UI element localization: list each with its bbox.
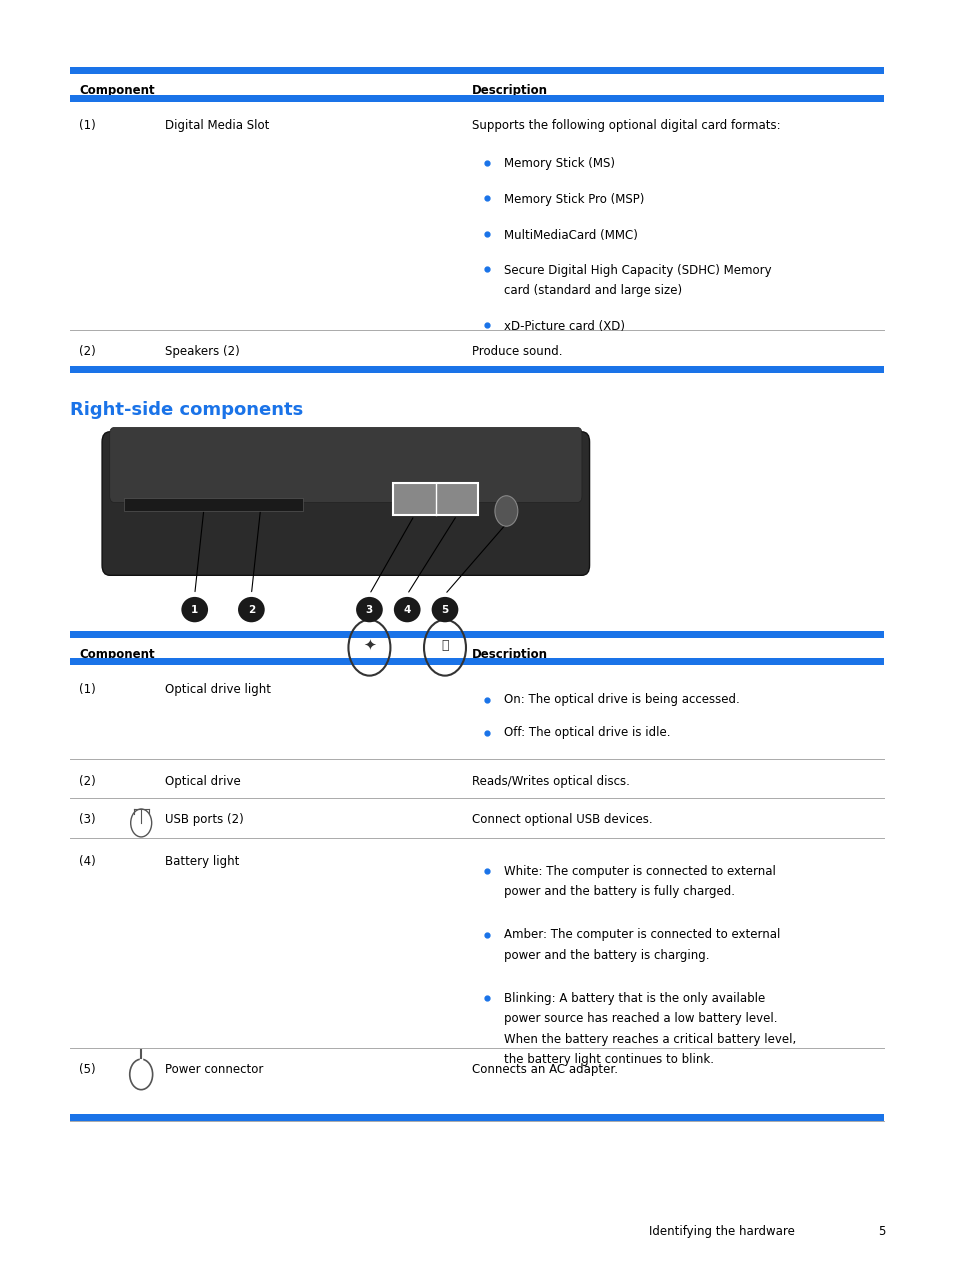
Text: 2: 2 — [248, 605, 254, 615]
Text: On: The optical drive is being accessed.: On: The optical drive is being accessed. — [503, 693, 739, 706]
Text: USB ports (2): USB ports (2) — [165, 813, 244, 826]
Text: (5): (5) — [79, 1063, 95, 1076]
Ellipse shape — [355, 597, 382, 622]
Text: Produce sound.: Produce sound. — [472, 345, 562, 358]
Text: MultiMediaCard (MMC): MultiMediaCard (MMC) — [503, 229, 637, 241]
Text: Off: The optical drive is idle.: Off: The optical drive is idle. — [503, 726, 670, 739]
Text: Digital Media Slot: Digital Media Slot — [165, 119, 269, 132]
Text: Reads/Writes optical discs.: Reads/Writes optical discs. — [472, 775, 629, 787]
Text: Blinking: A battery that is the only available: Blinking: A battery that is the only ava… — [503, 992, 764, 1005]
Text: Memory Stick Pro (MSP): Memory Stick Pro (MSP) — [503, 193, 643, 206]
Text: Battery light: Battery light — [165, 855, 239, 867]
Text: (4): (4) — [79, 855, 96, 867]
FancyBboxPatch shape — [110, 428, 581, 503]
Bar — [70, 631, 883, 638]
Text: White: The computer is connected to external: White: The computer is connected to exte… — [503, 865, 775, 878]
Text: 5: 5 — [877, 1226, 884, 1238]
Text: Component: Component — [79, 84, 154, 97]
Bar — [70, 67, 883, 74]
Circle shape — [495, 495, 517, 526]
Text: 4: 4 — [403, 605, 411, 615]
Text: (3): (3) — [79, 813, 95, 826]
Text: (2): (2) — [79, 775, 96, 787]
Bar — [70, 95, 883, 102]
Text: Description: Description — [472, 84, 548, 97]
Ellipse shape — [181, 597, 208, 622]
Text: Connect optional USB devices.: Connect optional USB devices. — [472, 813, 652, 826]
Text: power and the battery is fully charged.: power and the battery is fully charged. — [503, 885, 734, 898]
Bar — [124, 498, 303, 511]
Ellipse shape — [431, 597, 457, 622]
Text: Memory Stick (MS): Memory Stick (MS) — [503, 157, 614, 170]
Text: Power connector: Power connector — [165, 1063, 263, 1076]
Text: Supports the following optional digital card formats:: Supports the following optional digital … — [472, 119, 781, 132]
Text: Optical drive: Optical drive — [165, 775, 240, 787]
Text: Identifying the hardware: Identifying the hardware — [648, 1226, 794, 1238]
Text: 1: 1 — [191, 605, 198, 615]
Text: xD-Picture card (XD): xD-Picture card (XD) — [503, 320, 624, 333]
Text: the battery light continues to blink.: the battery light continues to blink. — [503, 1053, 713, 1066]
Ellipse shape — [238, 597, 265, 622]
Text: When the battery reaches a critical battery level,: When the battery reaches a critical batt… — [503, 1033, 795, 1045]
Text: Secure Digital High Capacity (SDHC) Memory: Secure Digital High Capacity (SDHC) Memo… — [503, 264, 771, 277]
Text: ✦: ✦ — [363, 638, 375, 653]
Bar — [393, 483, 477, 516]
Text: 3: 3 — [365, 605, 373, 615]
Text: Component: Component — [79, 648, 154, 660]
Ellipse shape — [394, 597, 420, 622]
Text: Connects an AC adapter.: Connects an AC adapter. — [472, 1063, 618, 1076]
Text: power source has reached a low battery level.: power source has reached a low battery l… — [503, 1012, 777, 1025]
Bar — [70, 1115, 883, 1121]
Text: (1): (1) — [79, 683, 96, 696]
Bar — [70, 658, 883, 665]
Text: Speakers (2): Speakers (2) — [165, 345, 239, 358]
Text: Amber: The computer is connected to external: Amber: The computer is connected to exte… — [503, 928, 780, 941]
Text: 5: 5 — [441, 605, 448, 615]
Text: ⏻: ⏻ — [441, 639, 448, 652]
Text: Optical drive light: Optical drive light — [165, 683, 271, 696]
Text: Description: Description — [472, 648, 548, 660]
Text: (1): (1) — [79, 119, 96, 132]
Bar — [70, 367, 883, 373]
Text: Right-side components: Right-side components — [70, 401, 302, 419]
Text: (2): (2) — [79, 345, 96, 358]
Text: card (standard and large size): card (standard and large size) — [503, 284, 681, 297]
Text: power and the battery is charging.: power and the battery is charging. — [503, 949, 708, 961]
FancyBboxPatch shape — [102, 432, 589, 575]
